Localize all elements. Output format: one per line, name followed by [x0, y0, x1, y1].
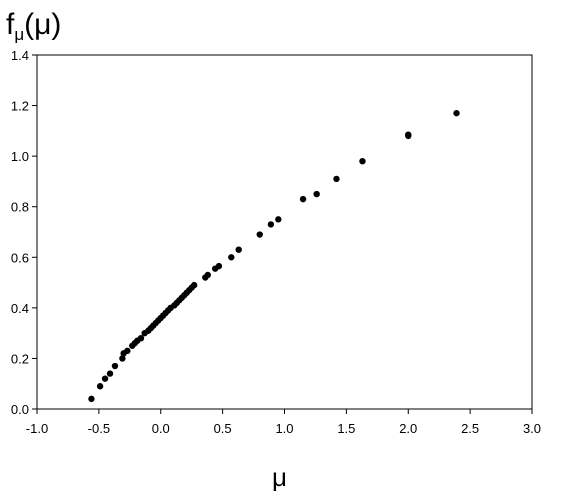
x-tick-label: -0.5 — [88, 421, 110, 436]
data-point — [359, 158, 366, 165]
data-point — [267, 221, 275, 228]
data-point — [111, 362, 119, 370]
data-point — [235, 246, 242, 253]
data-point — [190, 281, 198, 289]
y-tick-label: 0.2 — [11, 351, 29, 366]
data-point — [333, 175, 340, 183]
x-tick-label: 0.0 — [152, 421, 170, 436]
y-label-base: f — [6, 8, 15, 41]
y-tick-label: 0.4 — [11, 301, 29, 316]
x-axis-ticks: -1.0 -0.5 0.0 0.5 1.0 1.5 2.0 2.5 3.0 — [26, 409, 541, 436]
data-point — [204, 271, 211, 279]
data-point — [228, 254, 235, 261]
data-point — [299, 195, 307, 203]
y-axis-ticks: 0.0 0.2 0.4 0.6 0.8 1.0 1.2 1.4 — [11, 48, 37, 417]
y-tick-label: 1.4 — [11, 48, 29, 63]
x-tick-label: 0.5 — [214, 421, 232, 436]
x-tick-label: 2.5 — [461, 421, 479, 436]
y-tick-label: 1.2 — [11, 99, 29, 114]
data-point — [313, 190, 320, 198]
data-point — [405, 131, 412, 138]
data-point — [119, 355, 126, 362]
data-point — [137, 335, 145, 342]
x-tick-label: 1.0 — [275, 421, 293, 436]
data-point — [101, 375, 109, 382]
y-label-subscript: μ — [14, 25, 25, 44]
y-axis-label: fμ(μ) — [6, 8, 61, 45]
data-point — [96, 383, 104, 390]
x-tick-label: -1.0 — [26, 421, 48, 436]
plot-area-frame — [36, 54, 533, 410]
y-label-argument: (μ) — [24, 8, 62, 41]
data-point — [215, 262, 223, 270]
y-tick-label: 0.0 — [11, 402, 29, 417]
data-point — [124, 347, 131, 355]
y-tick-label: 0.8 — [11, 200, 29, 215]
data-point — [88, 395, 95, 403]
data-points — [88, 109, 460, 403]
data-point — [275, 216, 282, 223]
data-point — [453, 109, 460, 117]
x-axis-label: μ — [272, 462, 287, 492]
x-tick-label: 3.0 — [523, 421, 541, 436]
x-tick-label: 1.5 — [337, 421, 355, 436]
data-point — [256, 231, 263, 238]
data-point — [106, 370, 114, 377]
y-tick-label: 1.0 — [11, 149, 29, 164]
y-tick-label: 0.6 — [11, 250, 29, 265]
x-tick-label: 2.0 — [399, 421, 417, 436]
